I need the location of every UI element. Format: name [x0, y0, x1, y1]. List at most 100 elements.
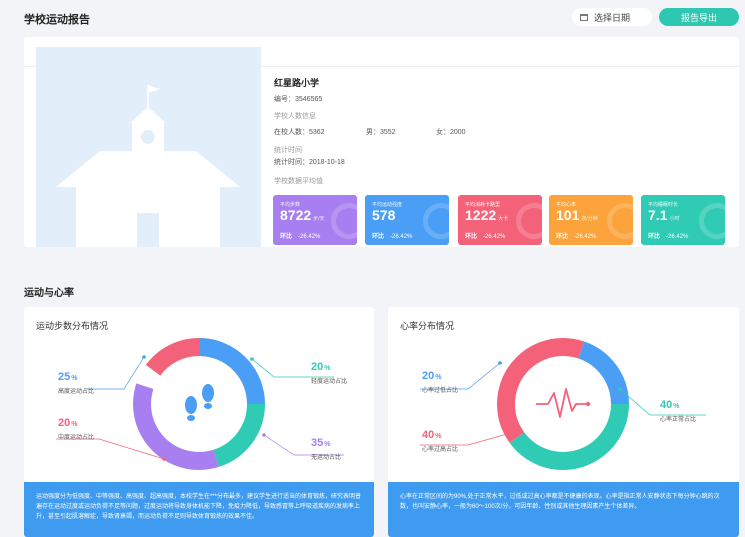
steps-analysis-note: 运动强度分为低强度、中等强度、高强度、超高强度，本校学生在***分布最多，建议学…: [24, 482, 374, 537]
total-students: 5362: [309, 129, 325, 136]
heart-icon: [607, 203, 633, 239]
stat-compare-row: 环比 -26.42%: [372, 231, 412, 240]
female-students: 2000: [450, 129, 466, 136]
heart-ring-high: [497, 338, 629, 470]
male-students-label: 男：: [366, 129, 380, 136]
legend-normal: 40% 心率正常占比: [660, 395, 696, 423]
leader-line-light: [251, 358, 334, 378]
averages-section-label: 学校数据平均值: [274, 178, 323, 185]
legend-value: 40: [660, 399, 673, 411]
legend-value: 40: [422, 429, 435, 441]
legend-label: 中度运动占比: [58, 435, 95, 441]
stat-value: 8722: [280, 207, 312, 223]
stat-compare-row: 环比 -26.42%: [648, 231, 688, 240]
school-code-label: 编号：: [274, 96, 295, 103]
stat-compare-label: 环比: [280, 234, 293, 240]
stat-compare-row: 环比 -26.42%: [465, 231, 505, 240]
legend-unit: %: [71, 375, 78, 382]
legend-value: 35: [311, 437, 324, 449]
stat-label: 平均心率: [556, 202, 577, 208]
stat-unit: 大卡: [498, 216, 509, 222]
steps-ring-none: [133, 338, 265, 470]
leader-line-high: [86, 356, 145, 390]
stat-card-sleep[interactable]: 平均睡眠时长 7.1 小时 环比 -26.42%: [641, 195, 725, 245]
stat-card-calories[interactable]: 平均消耗卡路里 1222 大卡 环比 -26.42%: [458, 195, 542, 245]
stat-compare-label: 环比: [465, 234, 478, 240]
footprint-icon: [331, 203, 357, 239]
stat-card-intensity[interactable]: 平均运动强度 578 环比 -26.42%: [365, 195, 449, 245]
steps-chart: [56, 338, 344, 470]
legend-high: 25% 高度运动占比: [58, 367, 94, 395]
stat-value: 101: [556, 207, 580, 223]
date-picker[interactable]: 选择日期: [572, 8, 652, 26]
stat-value: 7.1: [648, 207, 668, 223]
school-info-card: 红星路小学 红星路小学 编号：3546565 学校人数信息 在校人数：5362 …: [24, 37, 739, 247]
calendar-icon: [580, 13, 588, 21]
stat-value: 1222: [465, 207, 497, 223]
male-students: 3552: [380, 129, 396, 136]
page-title: 学校运动报告: [24, 14, 90, 26]
stat-value-row: 7.1 小时: [648, 207, 679, 223]
steps-panel-title: 运动步数分布情况: [36, 321, 109, 331]
school-name: 红星路小学: [274, 78, 320, 88]
steps-ring-moderate: [133, 338, 265, 470]
legend-moderate: 20% 中度运动占比: [58, 413, 94, 441]
legend-label: 轻度运动占比: [311, 379, 348, 385]
heart-rate-distribution-panel: 心率分布情况 20% 心率过低占比 40% 心率过高占比 40% 心率正常占比 …: [388, 307, 739, 537]
stat-time-label: 统计时间：: [274, 159, 309, 166]
heart-analysis-note: 心率在正常区间的为90%,处于正常水平，过低或过高心率都是不健康的表现。心率是指…: [388, 482, 739, 537]
legend-unit: %: [71, 421, 78, 428]
legend-unit: %: [324, 365, 331, 372]
female-students-label: 女：: [436, 129, 450, 136]
legend-unit: %: [673, 403, 680, 410]
activity-icon: [423, 203, 449, 239]
stat-card-steps[interactable]: 平均步数 8722 步/天 环比 -26.42%: [273, 195, 357, 245]
school-code-row: 编号：3546565: [274, 94, 322, 104]
stat-label: 平均步数: [280, 202, 301, 208]
stat-compare: -26.42%: [390, 234, 413, 240]
legend-light: 20% 轻度运动占比: [311, 357, 347, 385]
school-code: 3546565: [295, 96, 323, 103]
heart-panel-title: 心率分布情况: [400, 321, 455, 331]
total-students-row: 在校人数：5362: [274, 127, 325, 137]
male-students-row: 男：3552: [366, 127, 396, 137]
stat-unit: 次/分钟: [581, 216, 598, 222]
stat-compare: -26.42%: [298, 234, 321, 240]
leader-line-normal: [619, 388, 706, 416]
steps-ring-light: [133, 338, 265, 470]
heart-rate-chart: [420, 338, 706, 470]
school-building-illustration: [36, 47, 261, 247]
stat-compare-row: 环比 -26.42%: [556, 231, 596, 240]
stat-value-row: 1222 大卡: [465, 207, 508, 223]
stat-compare-label: 环比: [372, 234, 385, 240]
population-section-label: 学校人数信息: [274, 113, 316, 120]
stat-compare: -26.42%: [574, 234, 597, 240]
legend-value: 20: [422, 370, 435, 382]
leader-line-moderate: [56, 438, 165, 460]
stat-compare-label: 环比: [648, 234, 661, 240]
stat-compare: -26.42%: [483, 234, 506, 240]
stat-time-row: 统计时间：2018-10-18: [274, 157, 345, 167]
stat-label: 平均消耗卡路里: [465, 202, 501, 208]
legend-unit: %: [435, 433, 442, 440]
stat-compare: -26.42%: [666, 234, 689, 240]
legend-label: 高度运动占比: [58, 389, 95, 395]
stat-card-heart-rate[interactable]: 平均心率 101 次/分钟 环比 -26.42%: [549, 195, 633, 245]
moon-icon: [699, 203, 725, 239]
total-students-label: 在校人数：: [274, 129, 309, 136]
legend-label: 无运动占比: [311, 455, 342, 461]
flame-icon: [516, 203, 542, 239]
export-report-button[interactable]: 报告导出: [659, 8, 739, 26]
legend-value: 25: [58, 371, 71, 383]
stat-time: 2018-10-18: [309, 159, 345, 166]
section-title: 运动与心率: [24, 288, 74, 299]
leader-line-low: [420, 362, 501, 390]
stat-label: 平均运动强度: [372, 202, 403, 208]
legend-none: 35% 无运动占比: [311, 433, 341, 461]
legend-label: 心率过低占比: [422, 388, 459, 394]
leader-line-none: [263, 434, 344, 456]
legend-label: 心率过高占比: [422, 447, 459, 453]
stat-time-section-label: 统计时间: [274, 147, 302, 154]
steps-distribution-panel: 运动步数分布情况 25% 高度运动占比 20% 中度运动占比 20% 轻度运动占…: [24, 307, 374, 537]
legend-label: 心率正常占比: [660, 417, 697, 423]
